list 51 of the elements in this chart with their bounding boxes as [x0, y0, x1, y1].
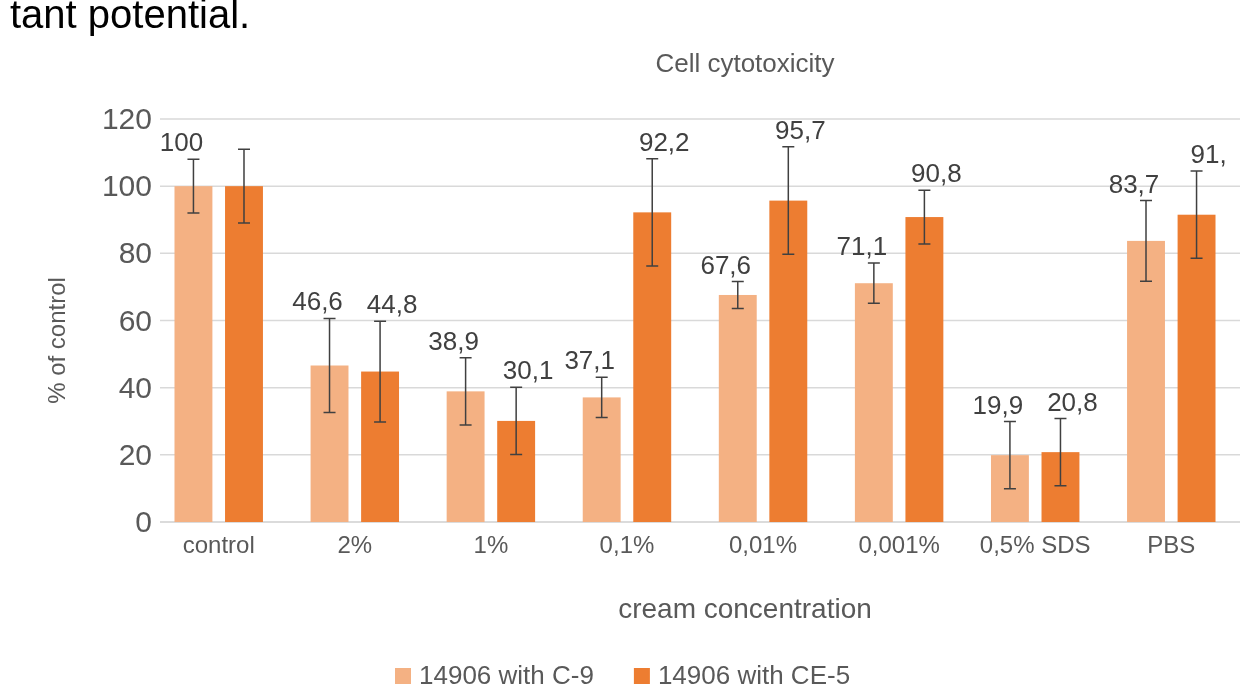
x-tick-label: 2%	[337, 531, 373, 559]
data-label: 38,9	[428, 325, 479, 356]
bar	[497, 420, 536, 522]
data-label: 90,8	[911, 158, 962, 189]
bar	[718, 294, 757, 522]
bar	[225, 186, 263, 522]
legend-label: 14906 with C-9	[419, 660, 594, 690]
y-tick-label: 60	[118, 303, 152, 337]
bar	[1127, 240, 1165, 522]
bar	[310, 365, 349, 522]
bar	[854, 283, 893, 522]
x-tick-label: 0,01%	[729, 531, 798, 559]
y-tick-label: 0	[135, 505, 152, 539]
bar	[1177, 214, 1216, 522]
x-tick-label: PBS	[1147, 531, 1196, 559]
bar	[446, 391, 485, 522]
x-tick-label: 0,5% SDS	[979, 531, 1091, 559]
data-label: 67,6	[700, 249, 752, 280]
bar	[633, 212, 672, 522]
data-label: 83,7	[1108, 168, 1160, 199]
y-tick-label: 120	[101, 102, 152, 136]
data-label: 92,2	[638, 126, 690, 157]
data-label: 19,9	[972, 389, 1024, 420]
y-tick-label: 100	[101, 169, 152, 203]
data-label: 30,1	[502, 355, 554, 386]
data-label: 46,6	[292, 286, 343, 317]
x-tick-label: 1%	[473, 531, 509, 559]
chart-title: Cell cytotoxicity	[655, 48, 835, 78]
bar	[174, 186, 213, 522]
bar	[1041, 452, 1080, 522]
data-label: 71,1	[836, 231, 888, 262]
bar	[905, 217, 944, 522]
data-label: 95,7	[775, 114, 826, 145]
bar	[769, 200, 808, 522]
bar	[990, 455, 1029, 522]
y-axis-title: % of control	[43, 277, 70, 404]
x-tick-label: 0,001%	[858, 531, 940, 559]
data-label: 37,1	[564, 345, 615, 376]
y-tick-label: 20	[118, 437, 152, 471]
y-tick-label: 80	[118, 236, 152, 270]
legend-label: 14906 with CE-5	[657, 660, 851, 690]
data-label: 44,8	[366, 289, 418, 320]
x-tick-label: control	[182, 531, 255, 559]
x-tick-label: 0,1%	[599, 531, 655, 559]
data-label: 100	[159, 127, 204, 158]
data-label: 91,	[1190, 139, 1227, 170]
y-tick-label: 40	[118, 370, 152, 404]
x-axis-title: cream concentration	[618, 593, 872, 624]
bar	[582, 397, 621, 522]
bar	[361, 371, 400, 522]
data-label: 20,8	[1047, 386, 1098, 417]
